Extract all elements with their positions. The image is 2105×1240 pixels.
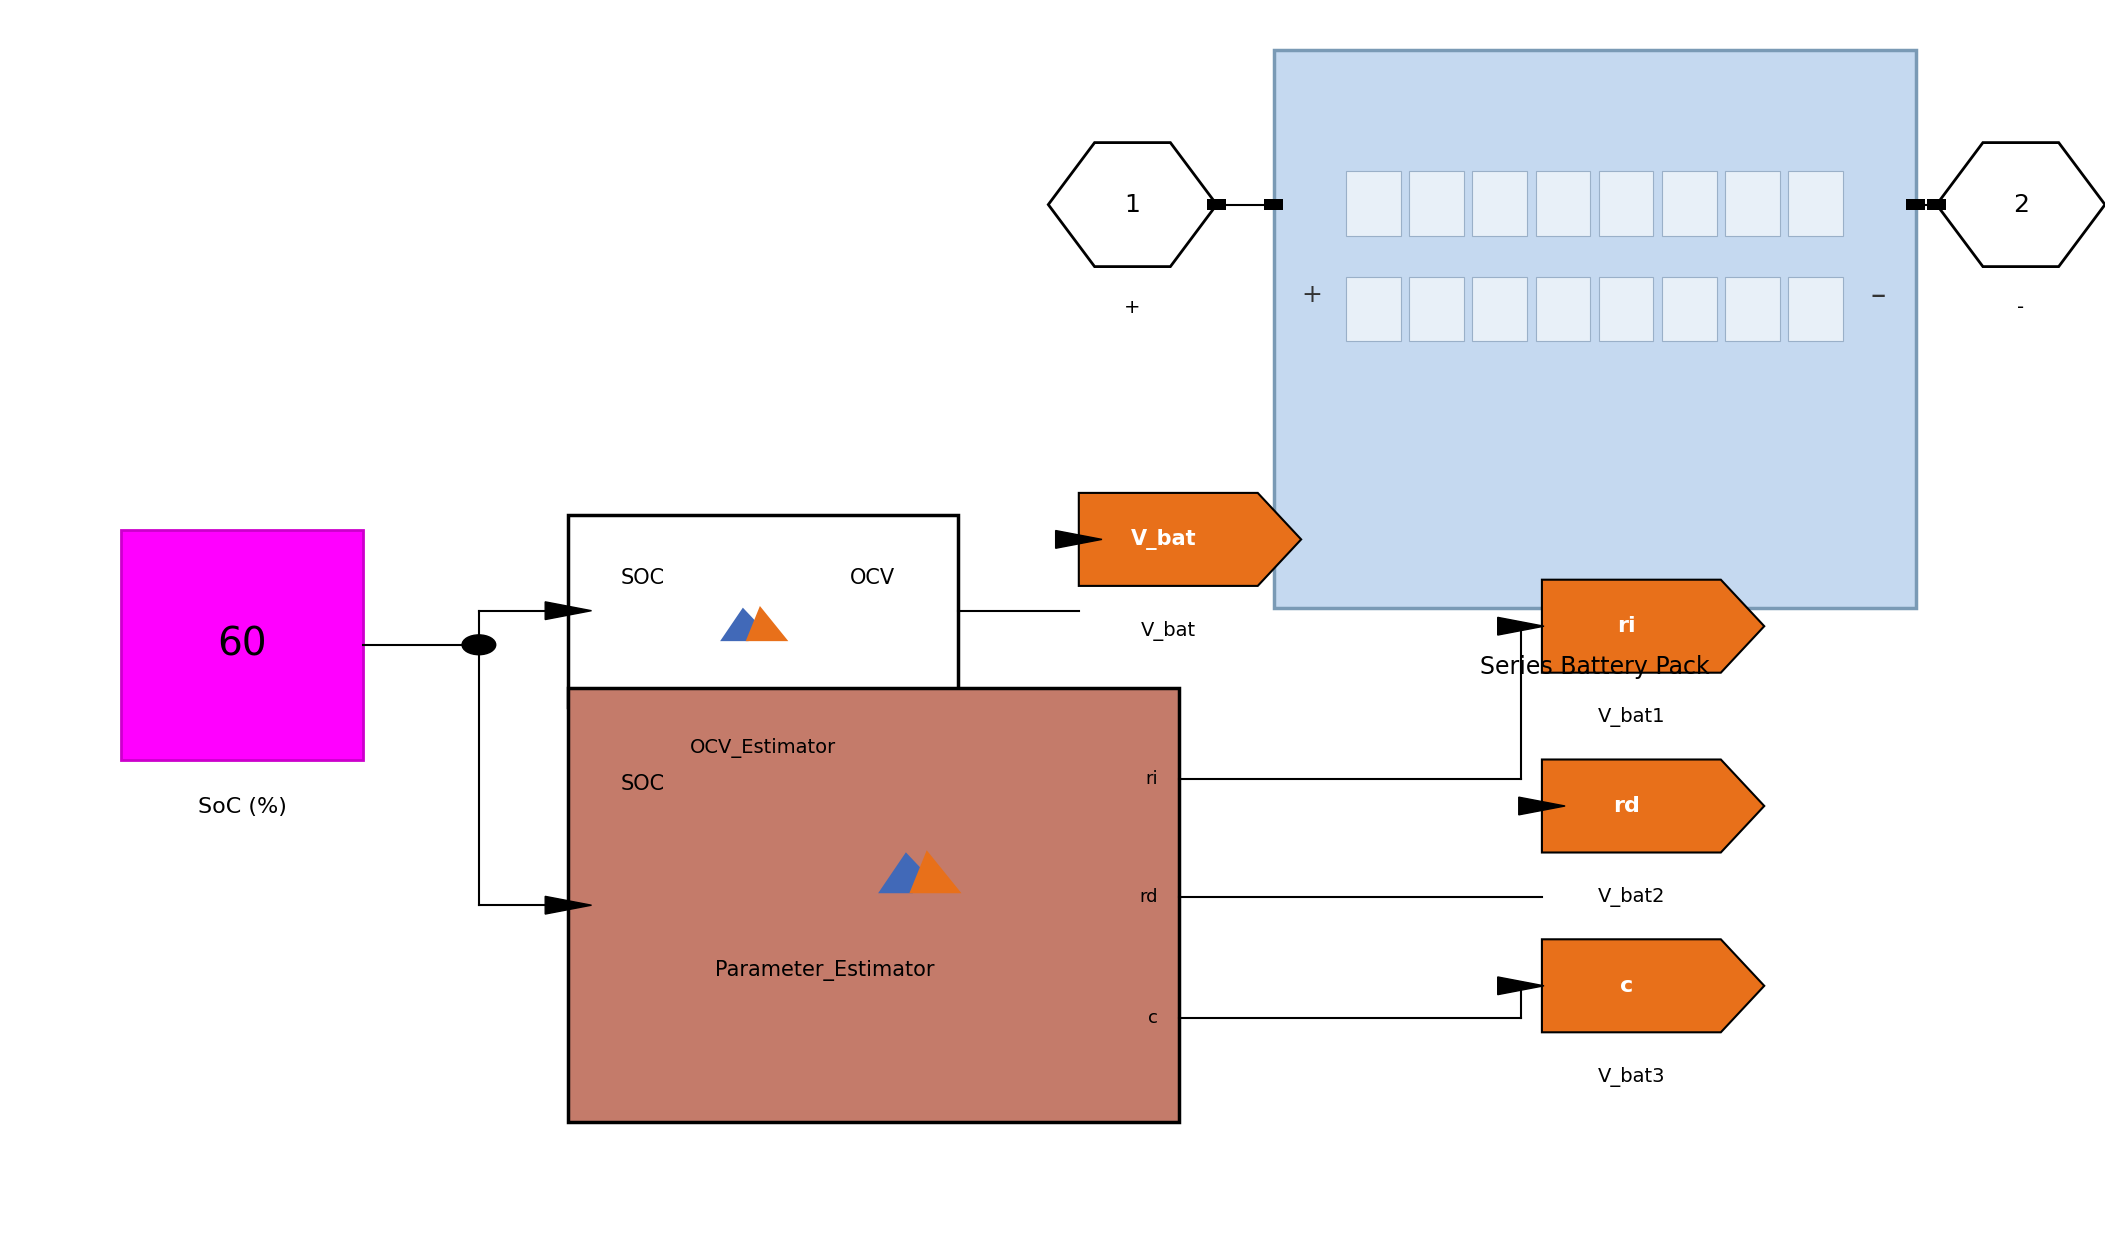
Bar: [1907, 198, 1924, 211]
FancyBboxPatch shape: [1663, 277, 1718, 341]
Text: 2: 2: [2012, 192, 2029, 217]
FancyBboxPatch shape: [1410, 171, 1465, 236]
Text: V_bat1: V_bat1: [1598, 707, 1665, 728]
Polygon shape: [1080, 494, 1301, 587]
FancyBboxPatch shape: [568, 515, 958, 707]
FancyBboxPatch shape: [1347, 171, 1402, 236]
Text: ri: ri: [1617, 616, 1636, 636]
Bar: [1263, 198, 1282, 211]
Circle shape: [463, 635, 497, 655]
Polygon shape: [1048, 143, 1217, 267]
FancyBboxPatch shape: [1600, 277, 1655, 341]
Text: +: +: [1124, 298, 1141, 316]
Polygon shape: [909, 851, 962, 893]
FancyBboxPatch shape: [1274, 50, 1916, 608]
Polygon shape: [1057, 531, 1103, 548]
Text: V_bat: V_bat: [1130, 529, 1196, 549]
FancyBboxPatch shape: [568, 688, 1179, 1122]
Text: -: -: [2017, 298, 2025, 316]
Text: 60: 60: [217, 626, 267, 663]
FancyBboxPatch shape: [1724, 171, 1779, 236]
Text: SoC (%): SoC (%): [198, 797, 286, 817]
Text: SOC: SOC: [621, 568, 665, 588]
Text: ri: ri: [1145, 770, 1158, 789]
Text: V_bat2: V_bat2: [1598, 888, 1665, 908]
Text: OCV_Estimator: OCV_Estimator: [690, 738, 836, 758]
Polygon shape: [1499, 977, 1545, 994]
Polygon shape: [545, 897, 592, 914]
Text: V_bat: V_bat: [1141, 621, 1196, 641]
Text: Series Battery Pack: Series Battery Pack: [1480, 655, 1709, 678]
Polygon shape: [1541, 580, 1764, 672]
Text: c: c: [1621, 976, 1633, 996]
Text: V_bat3: V_bat3: [1598, 1066, 1665, 1087]
FancyBboxPatch shape: [1347, 277, 1402, 341]
FancyBboxPatch shape: [1663, 171, 1718, 236]
FancyBboxPatch shape: [1724, 277, 1779, 341]
FancyBboxPatch shape: [1410, 277, 1465, 341]
Text: –: –: [1869, 280, 1886, 310]
FancyBboxPatch shape: [1787, 277, 1844, 341]
Bar: [1928, 198, 1945, 211]
FancyBboxPatch shape: [1600, 171, 1655, 236]
Polygon shape: [545, 601, 592, 620]
Text: rd: rd: [1612, 796, 1640, 816]
FancyBboxPatch shape: [1474, 277, 1528, 341]
FancyBboxPatch shape: [1787, 171, 1844, 236]
Polygon shape: [1520, 797, 1566, 815]
FancyBboxPatch shape: [1474, 171, 1528, 236]
Polygon shape: [745, 606, 787, 641]
Polygon shape: [878, 852, 924, 893]
Polygon shape: [1541, 940, 1764, 1032]
Text: OCV: OCV: [850, 568, 895, 588]
FancyBboxPatch shape: [122, 531, 364, 759]
Polygon shape: [1541, 759, 1764, 853]
FancyBboxPatch shape: [1535, 277, 1591, 341]
Text: c: c: [1147, 1009, 1158, 1027]
Polygon shape: [1937, 143, 2105, 267]
Text: Parameter_Estimator: Parameter_Estimator: [716, 960, 935, 981]
Text: +: +: [1301, 283, 1322, 308]
Bar: [1208, 198, 1225, 211]
Text: rd: rd: [1139, 888, 1158, 905]
Polygon shape: [1499, 618, 1545, 635]
Text: SOC: SOC: [621, 774, 665, 794]
FancyBboxPatch shape: [1535, 171, 1591, 236]
Polygon shape: [720, 608, 758, 641]
Text: 1: 1: [1124, 192, 1141, 217]
